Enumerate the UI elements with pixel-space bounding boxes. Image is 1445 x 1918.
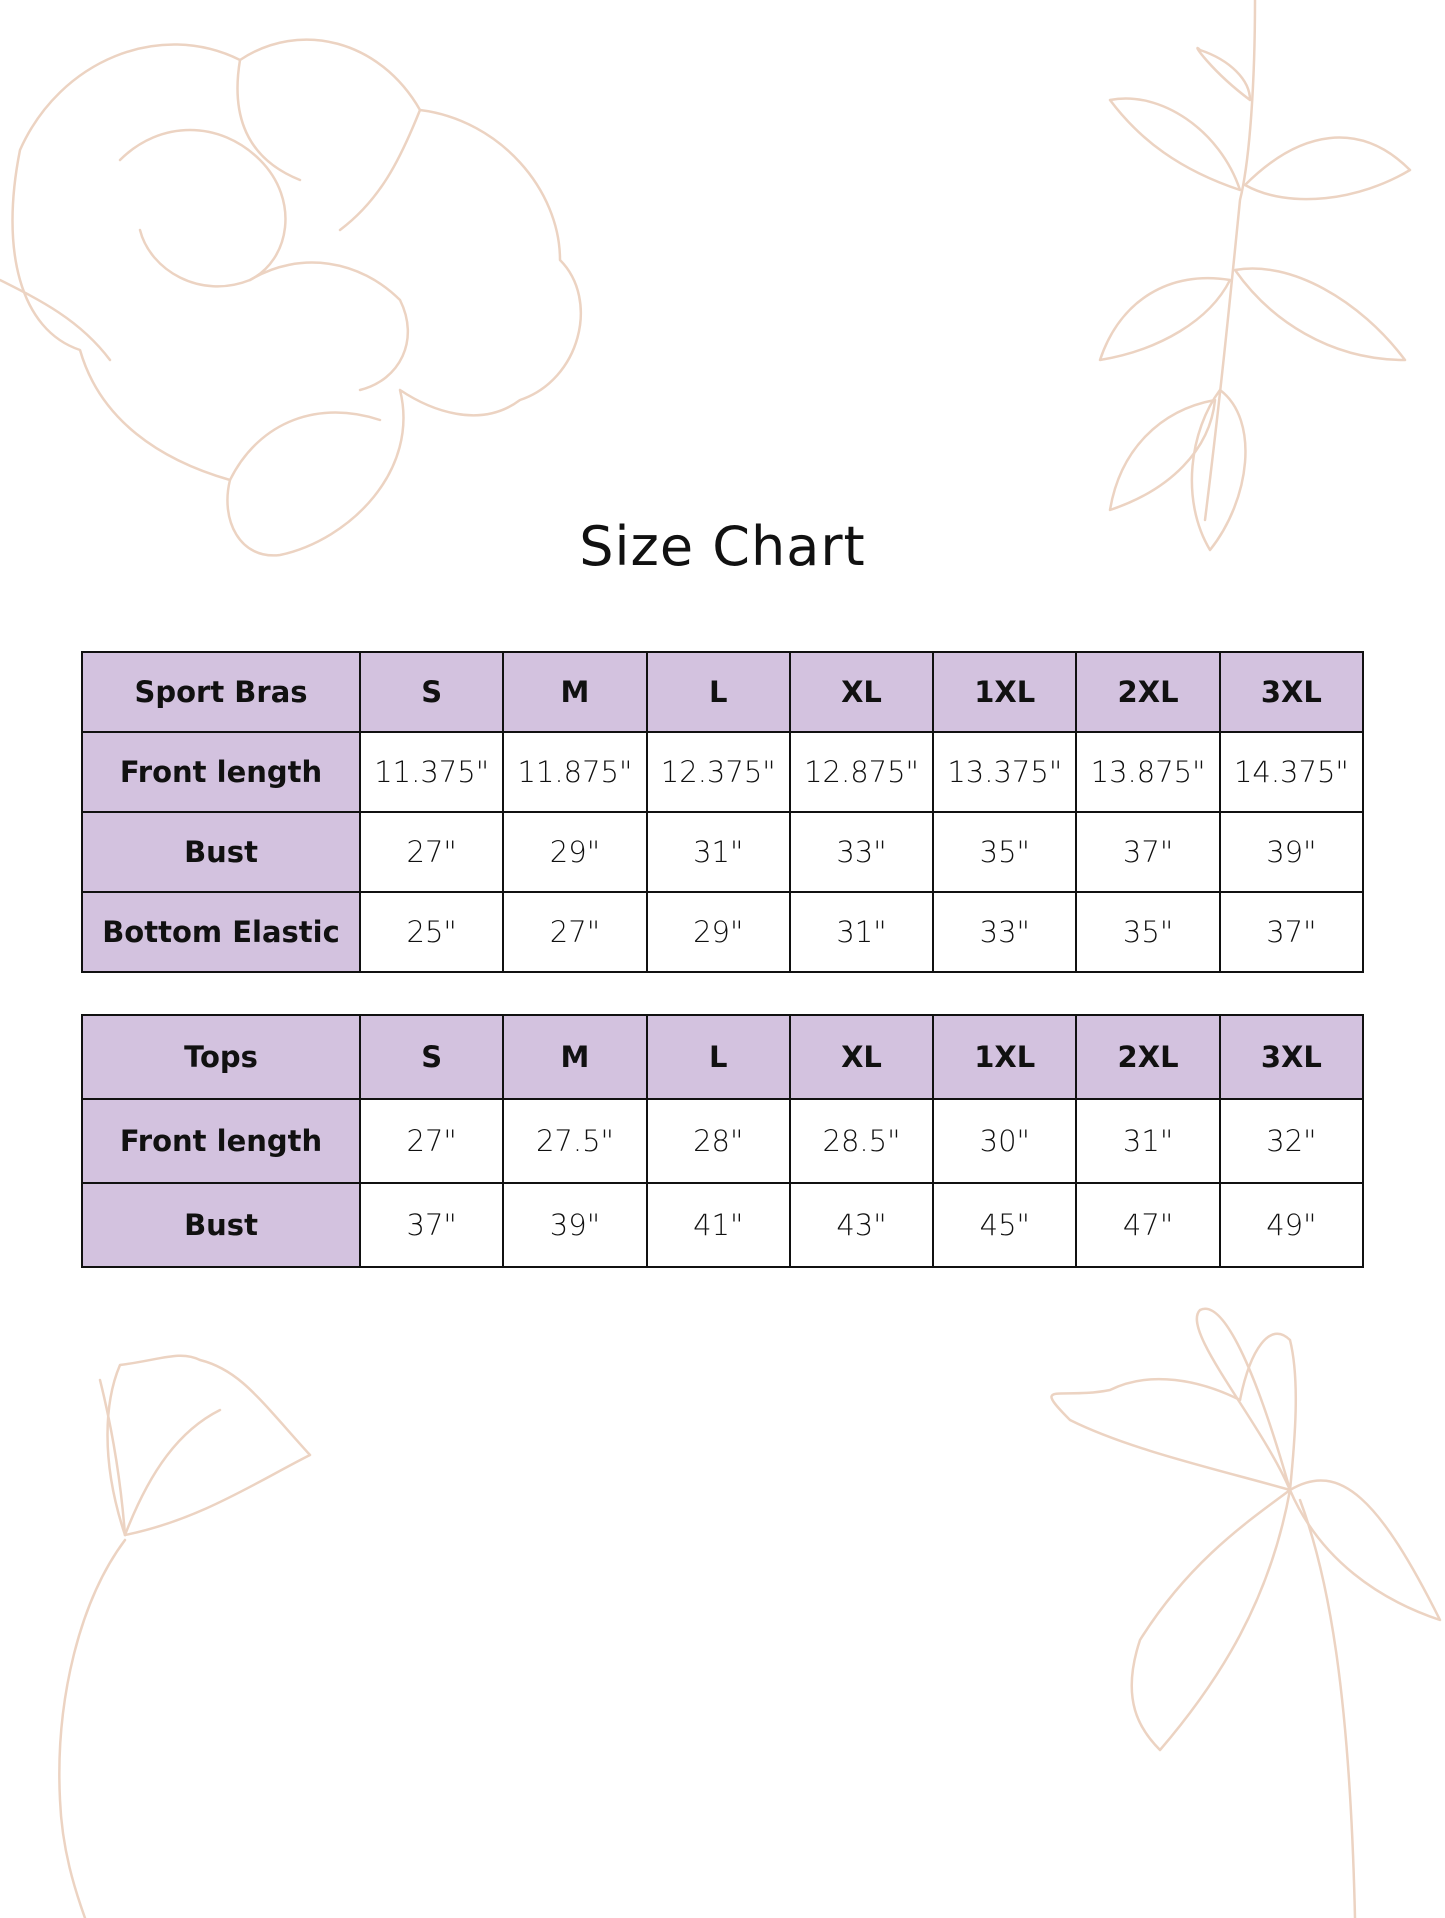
table-cell: 49"	[1218, 1182, 1365, 1268]
sport-bras-size-table: Sport Bras S M L XL 1XL 2XL 3XL Front le…	[81, 651, 1365, 973]
table-cell: 39"	[1218, 811, 1365, 893]
table-cell: 37"	[1075, 811, 1221, 893]
table-cell: 12.375"	[645, 731, 791, 813]
header-cell: 2XL	[1075, 651, 1221, 733]
table-cell: 30"	[932, 1098, 1078, 1184]
table-row: Bust 37" 39" 41" 43" 45" 47" 49"	[81, 1182, 1365, 1268]
table-cell: 41"	[645, 1182, 791, 1268]
table-cell: 27"	[358, 811, 505, 893]
row-label: Front length	[81, 731, 361, 813]
table-cell: 11.875"	[502, 731, 648, 813]
table-row: Bust 27" 29" 31" 33" 35" 37" 39"	[81, 811, 1365, 893]
table-cell: 33"	[932, 891, 1078, 973]
table-cell: 29"	[645, 891, 791, 973]
table-cell: 27"	[502, 891, 648, 973]
header-cell: M	[502, 1014, 648, 1100]
table-cell: 39"	[502, 1182, 648, 1268]
table-cell: 47"	[1075, 1182, 1221, 1268]
table-cell: 32"	[1218, 1098, 1365, 1184]
header-cell: 1XL	[932, 1014, 1078, 1100]
table-cell: 11.375"	[358, 731, 505, 813]
table-cell: 43"	[788, 1182, 935, 1268]
table-row: Bottom Elastic 25" 27" 29" 31" 33" 35" 3…	[81, 891, 1365, 973]
table-cell: 37"	[1218, 891, 1365, 973]
table-cell: 13.875"	[1075, 731, 1221, 813]
lily-outline-bottom-right	[1050, 1307, 1442, 1918]
header-cell: XL	[788, 651, 935, 733]
row-label: Front length	[81, 1098, 361, 1184]
table-cell: 28"	[645, 1098, 791, 1184]
header-cell: 3XL	[1218, 1014, 1365, 1100]
row-label: Bottom Elastic	[81, 891, 361, 973]
header-cell: S	[358, 651, 505, 733]
header-cell: Tops	[81, 1014, 361, 1100]
table-row: Front length 27" 27.5" 28" 28.5" 30" 31"…	[81, 1098, 1365, 1184]
table-cell: 27.5"	[502, 1098, 648, 1184]
table-cell: 45"	[932, 1182, 1078, 1268]
table-cell: 31"	[788, 891, 935, 973]
table-cell: 33"	[788, 811, 935, 893]
header-cell: M	[502, 651, 648, 733]
table-cell: 27"	[358, 1098, 505, 1184]
table-cell: 37"	[358, 1182, 505, 1268]
table-cell: 14.375"	[1218, 731, 1365, 813]
row-label: Bust	[81, 811, 361, 893]
header-cell: 2XL	[1075, 1014, 1221, 1100]
table-row: Front length 11.375" 11.875" 12.375" 12.…	[81, 731, 1365, 813]
header-cell: S	[358, 1014, 505, 1100]
header-cell: Sport Bras	[81, 651, 361, 733]
page-title: Size Chart	[579, 515, 866, 578]
table-cell: 29"	[502, 811, 648, 893]
header-cell: XL	[788, 1014, 935, 1100]
table-cell: 25"	[358, 891, 505, 973]
table-cell: 12.875"	[788, 731, 935, 813]
table-cell: 31"	[1075, 1098, 1221, 1184]
tulip-outline-bottom-left	[58, 1354, 312, 1918]
tops-size-table: Tops S M L XL 1XL 2XL 3XL Front length 2…	[81, 1014, 1365, 1268]
row-label: Bust	[81, 1182, 361, 1268]
header-cell: L	[645, 1014, 791, 1100]
table-cell: 28.5"	[788, 1098, 935, 1184]
header-cell: 1XL	[932, 651, 1078, 733]
table-cell: 31"	[645, 811, 791, 893]
table-cell: 35"	[1075, 891, 1221, 973]
header-cell: 3XL	[1218, 651, 1365, 733]
table-header-row: Tops S M L XL 1XL 2XL 3XL	[81, 1014, 1365, 1100]
table-cell: 35"	[932, 811, 1078, 893]
table-header-row: Sport Bras S M L XL 1XL 2XL 3XL	[81, 651, 1365, 733]
header-cell: L	[645, 651, 791, 733]
leaf-branch-top-right	[1098, 0, 1412, 552]
table-cell: 13.375"	[932, 731, 1078, 813]
peony-outline-top-left	[0, 38, 582, 557]
